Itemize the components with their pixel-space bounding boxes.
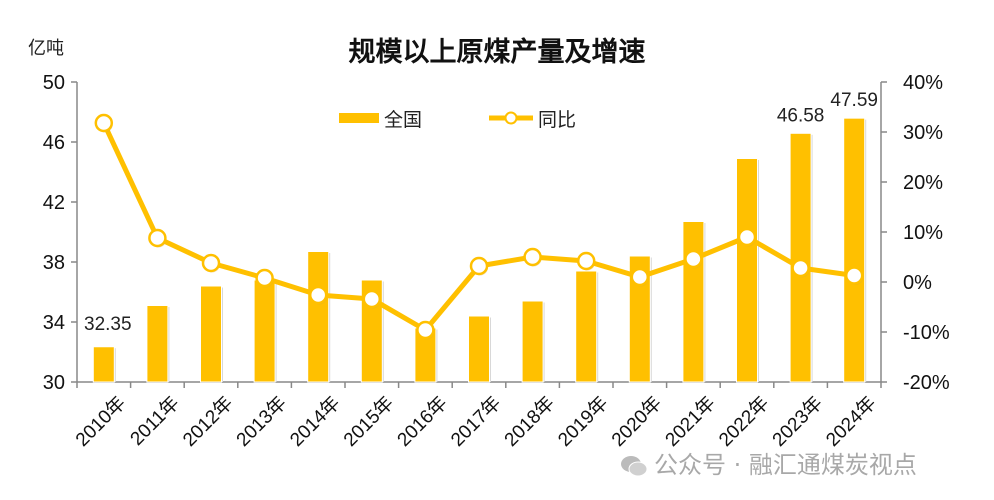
- yoy-marker: [201, 253, 221, 273]
- bar: [575, 270, 598, 383]
- x-category-label: 2012年: [178, 392, 237, 451]
- yoy-marker: [844, 266, 864, 285]
- x-category-label: 2016年: [393, 392, 452, 451]
- bar: [200, 285, 222, 383]
- right-tick-label: 20%: [903, 172, 943, 194]
- chart-title: 规模以上原煤产量及增速: [348, 37, 646, 68]
- right-tick-label: 30%: [903, 122, 943, 144]
- watermark-text: 公众号 · 融汇通煤炭视点: [654, 451, 917, 479]
- x-category-label: 2021年: [661, 392, 720, 451]
- legend-marker: [504, 111, 518, 125]
- bar: [736, 158, 758, 383]
- left-tick-label: 42: [43, 192, 65, 214]
- x-category-label: 2019年: [554, 392, 613, 451]
- bar: [628, 255, 651, 383]
- bar: [521, 300, 544, 383]
- yoy-marker: [469, 256, 489, 276]
- x-category-label: 2011年: [126, 392, 184, 450]
- left-tick-label: 34: [43, 312, 65, 334]
- left-tick-label: 30: [43, 372, 65, 394]
- yoy-marker: [737, 227, 757, 247]
- yoy-marker: [684, 249, 703, 269]
- data-label: 32.35: [84, 314, 132, 335]
- x-category-label: 2015年: [339, 392, 398, 451]
- legend-line-label: 同比: [538, 109, 576, 131]
- legend-bar-swatch: [339, 113, 379, 123]
- x-category-label: 2024年: [822, 392, 881, 451]
- yoy-marker: [791, 258, 810, 278]
- right-tick-label: 40%: [903, 72, 943, 94]
- legend-bar-label: 全国: [384, 109, 422, 131]
- bar: [307, 251, 330, 383]
- yoy-marker: [148, 228, 167, 248]
- left-axis-unit: 亿吨: [28, 38, 64, 59]
- bar: [682, 221, 705, 383]
- right-tick-label: 10%: [903, 222, 943, 244]
- legend: 全国 同比: [339, 109, 576, 131]
- bar: [789, 132, 812, 383]
- right-tick-label: -10%: [903, 322, 950, 344]
- x-category-label: 2022年: [714, 392, 773, 451]
- yoy-marker: [416, 320, 435, 340]
- yoy-marker: [308, 285, 328, 305]
- yoy-marker: [362, 289, 382, 309]
- data-label: 46.58: [777, 105, 825, 126]
- bar: [146, 305, 169, 383]
- yoy-marker: [255, 268, 274, 288]
- right-tick-label: 0%: [903, 272, 932, 294]
- x-category-label: 2010年: [71, 392, 130, 451]
- left-tick-label: 46: [43, 132, 65, 154]
- data-label: 47.59: [830, 90, 878, 111]
- left-tick-label: 50: [43, 72, 65, 94]
- x-category-label: 2017年: [446, 392, 505, 451]
- yoy-marker: [523, 247, 542, 267]
- x-category-label: 2018年: [500, 392, 559, 451]
- left-tick-label: 38: [43, 252, 65, 274]
- bar: [468, 315, 490, 383]
- x-category-label: 2013年: [232, 392, 291, 451]
- yoy-marker: [630, 267, 650, 287]
- wechat-icon: [621, 456, 648, 477]
- bar: [843, 117, 866, 383]
- right-tick-label: -20%: [903, 372, 950, 394]
- bar: [92, 346, 115, 383]
- watermark: 公众号 · 融汇通煤炭视点: [620, 445, 917, 480]
- yoy-marker: [94, 113, 114, 133]
- bar: [253, 279, 276, 383]
- x-category-label: 2014年: [286, 392, 345, 451]
- yoy-marker: [576, 251, 596, 271]
- x-category-label: 2023年: [768, 392, 827, 451]
- x-category-label: 2020年: [607, 392, 666, 451]
